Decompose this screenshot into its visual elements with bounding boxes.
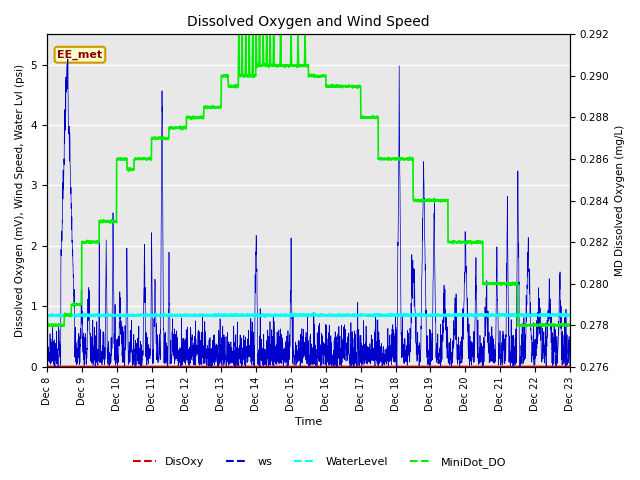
Text: EE_met: EE_met xyxy=(58,49,102,60)
Legend: DisOxy, ws, WaterLevel, MiniDot_DO: DisOxy, ws, WaterLevel, MiniDot_DO xyxy=(129,452,511,472)
Y-axis label: Dissolved Oxygen (mV), Wind Speed, Water Lvl (psi): Dissolved Oxygen (mV), Wind Speed, Water… xyxy=(15,64,25,337)
X-axis label: Time: Time xyxy=(295,417,322,427)
Y-axis label: MD Dissolved Oxygen (mg/L): MD Dissolved Oxygen (mg/L) xyxy=(615,125,625,276)
Title: Dissolved Oxygen and Wind Speed: Dissolved Oxygen and Wind Speed xyxy=(187,15,429,29)
